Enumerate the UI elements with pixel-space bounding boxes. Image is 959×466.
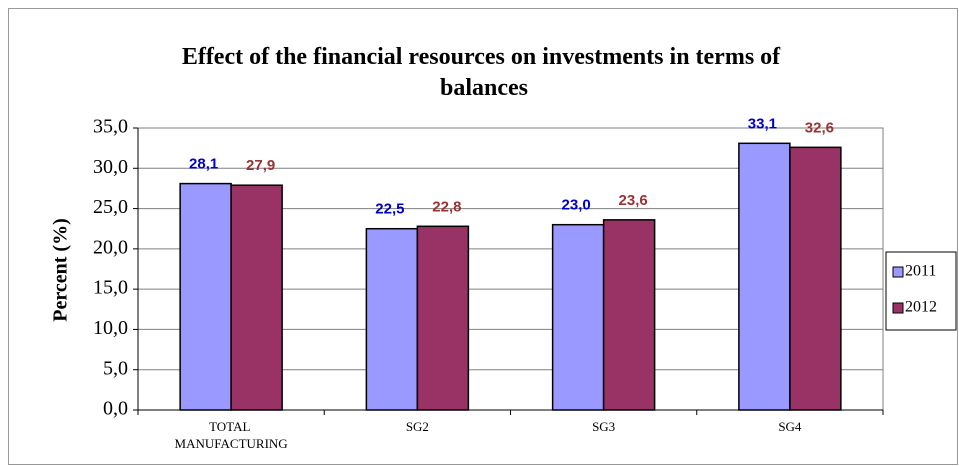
x-tick-label: SG2 [406, 419, 429, 434]
bar [602, 219, 656, 411]
legend-swatch [892, 266, 904, 278]
bar [230, 184, 283, 411]
legend-label: 2012 [905, 299, 937, 316]
legend-label: 2011 [905, 263, 936, 280]
bar [738, 142, 791, 411]
legend-box [885, 251, 957, 331]
bar [416, 225, 470, 411]
data-label: 23,0 [562, 197, 591, 214]
data-label: 32,6 [805, 119, 834, 136]
y-tick-label: 30,0 [93, 156, 128, 178]
y-tick-label: 35,0 [93, 116, 128, 138]
bar [789, 146, 842, 411]
y-tick-label: 25,0 [93, 196, 128, 218]
x-tick-label: TOTAL MANUFACTURING [175, 419, 288, 451]
chart-title: Effect of the financial resources on inv… [182, 44, 786, 101]
y-tick-label: 15,0 [93, 277, 128, 299]
y-tick-label: 20,0 [93, 236, 128, 258]
y-axis-label: Percent (%) [50, 218, 72, 321]
y-tick-label: 5,0 [103, 357, 128, 379]
y-tick-label: 10,0 [93, 317, 128, 339]
data-label: 28,1 [189, 156, 218, 173]
bar [551, 223, 605, 411]
y-tick-label: 0,0 [103, 398, 128, 420]
data-label: 22,5 [375, 201, 404, 218]
data-label: 33,1 [748, 115, 777, 132]
bar [179, 182, 232, 411]
x-tick-label: SG3 [592, 419, 615, 434]
legend-swatch [892, 302, 904, 314]
bar [365, 227, 419, 411]
data-label: 27,9 [246, 157, 275, 174]
data-label: 23,6 [619, 192, 648, 209]
x-tick-label: SG4 [778, 419, 802, 434]
data-label: 22,8 [432, 198, 461, 215]
